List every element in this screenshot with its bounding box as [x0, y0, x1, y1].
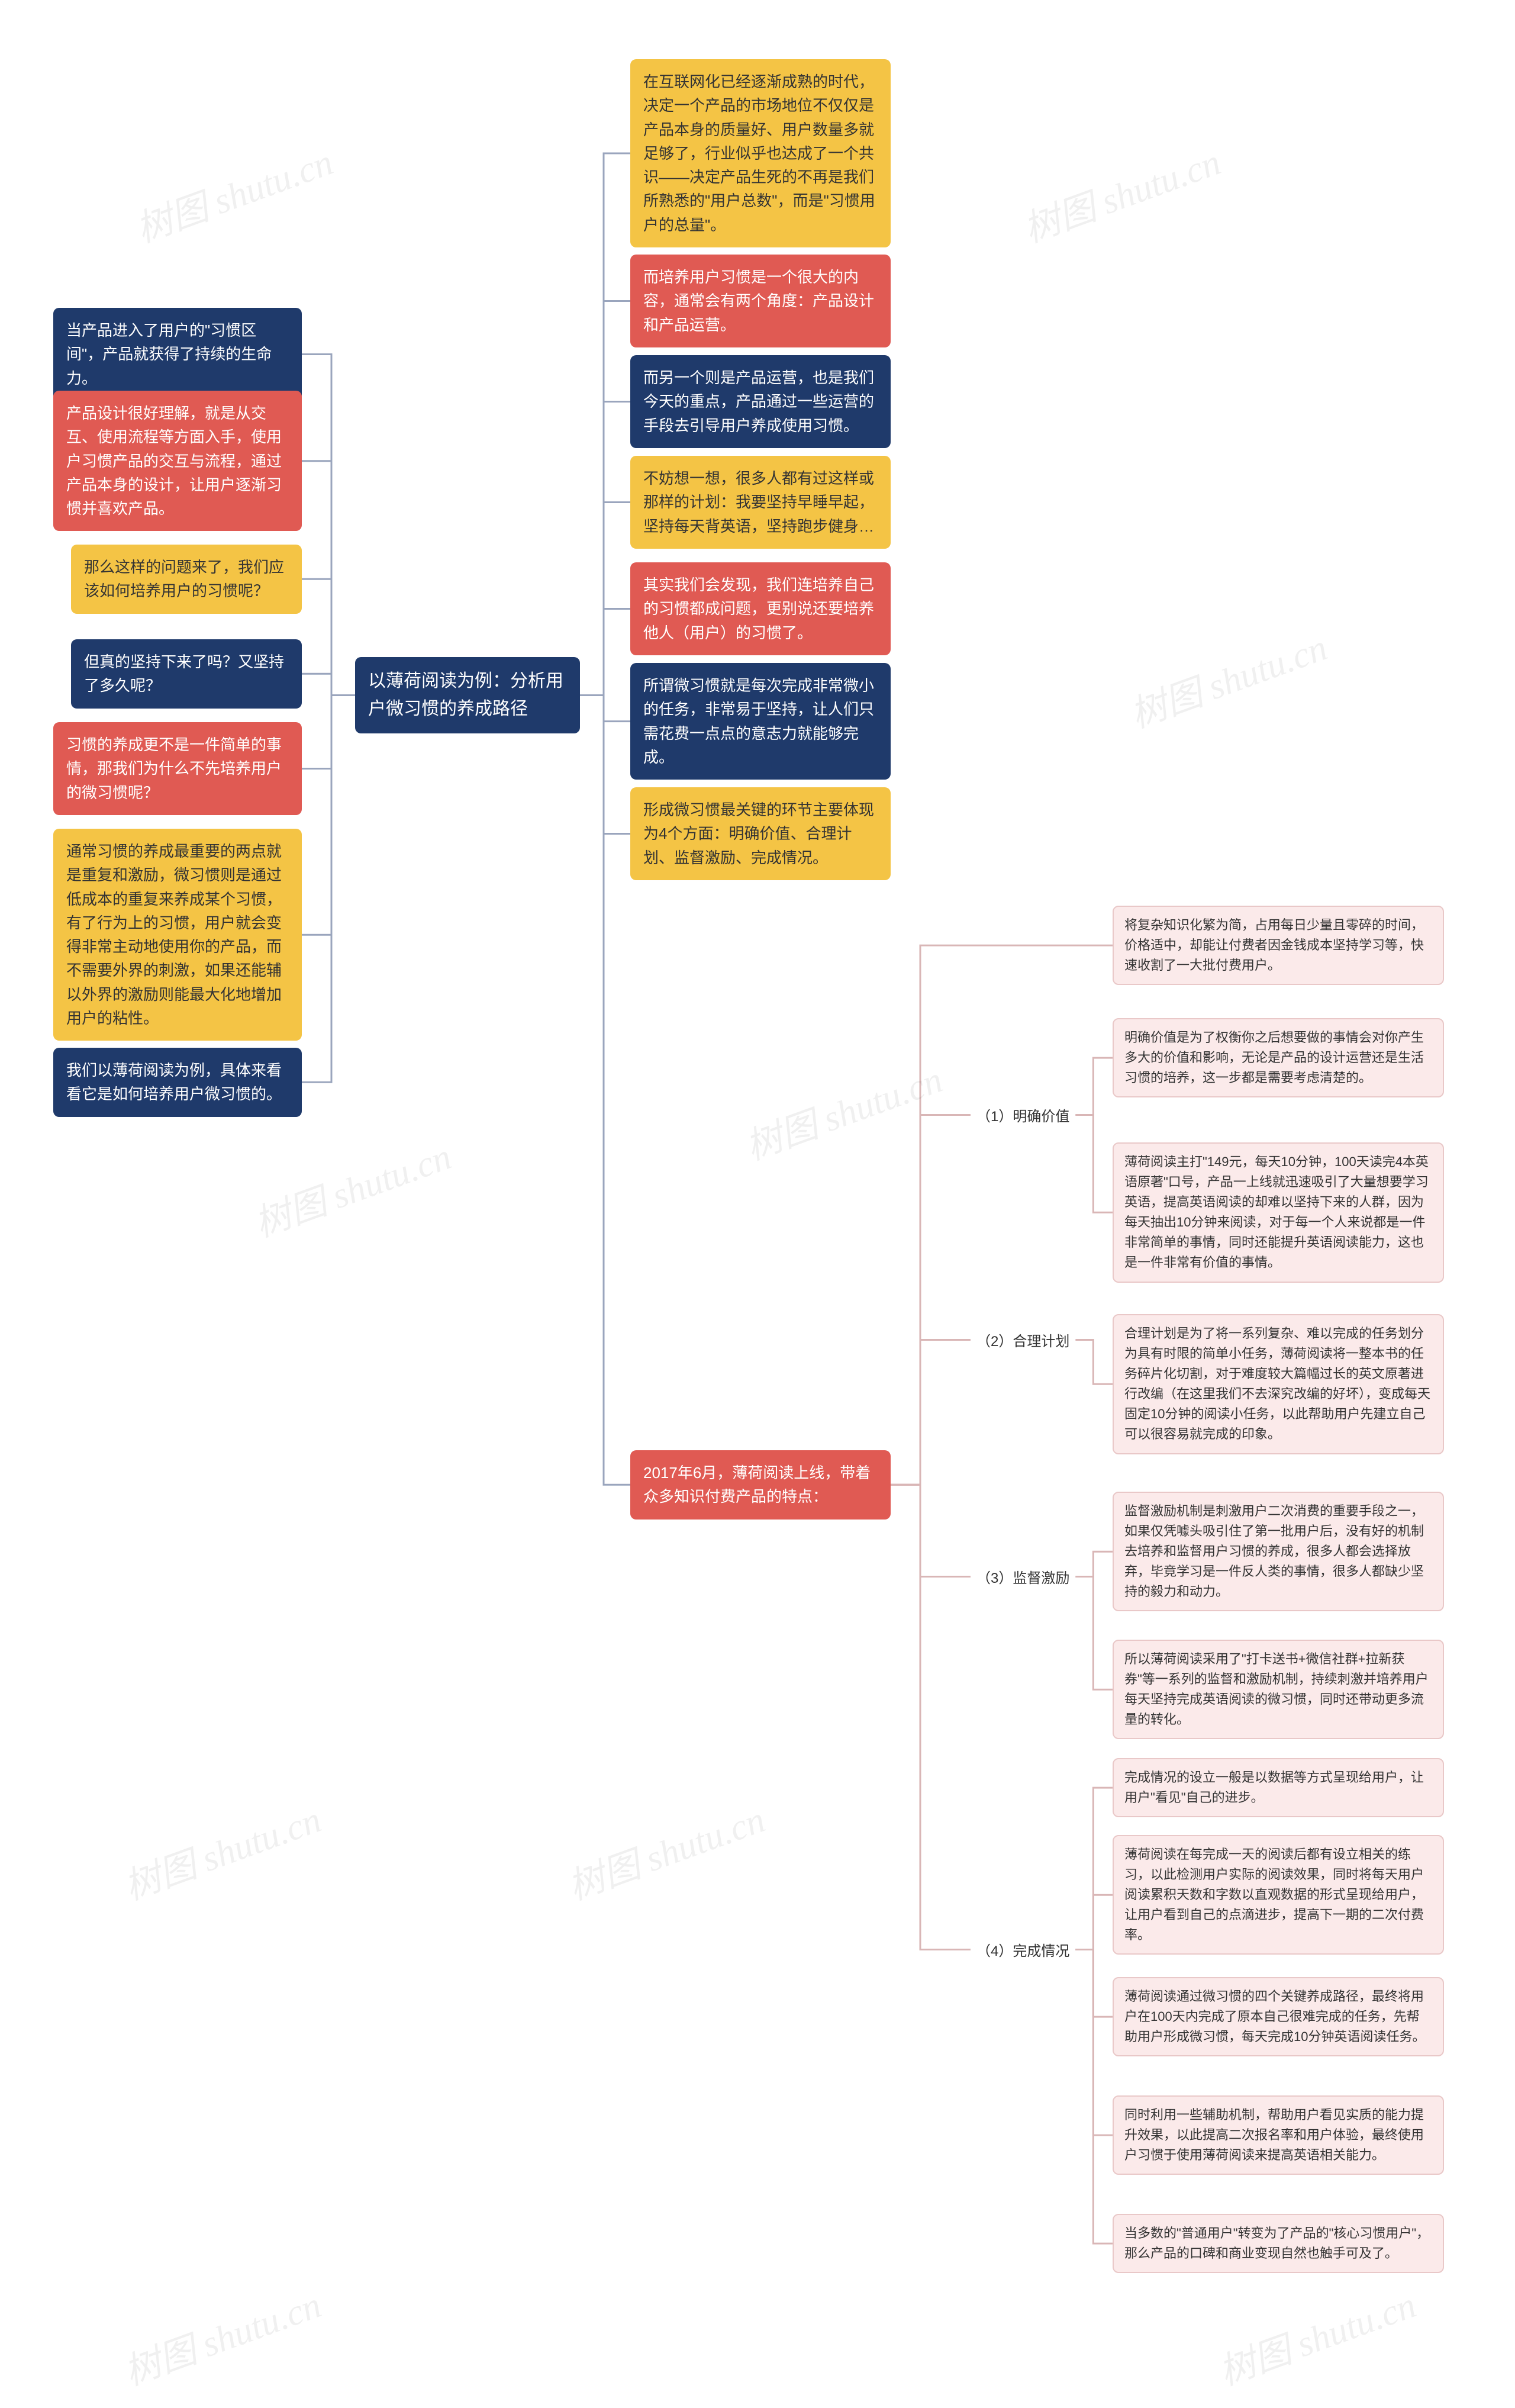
leaf-node-8[interactable]: 薄荷阅读通过微习惯的四个关键养成路径，最终将用户在100天内完成了原本自己很难完…	[1113, 1977, 1444, 2056]
leaf-node-7[interactable]: 薄荷阅读在每完成一天的阅读后都有设立相关的练习，以此检测用户实际的阅读效果，同时…	[1113, 1835, 1444, 1955]
sub-head-0[interactable]: （1）明确价值	[971, 1101, 1075, 1129]
right-node-2[interactable]: 而另一个则是产品运营，也是我们今天的重点，产品通过一些运营的手段去引导用户养成使…	[630, 355, 891, 448]
watermark: 树图 shutu.cn	[115, 2275, 327, 2396]
left-node-4[interactable]: 习惯的养成更不是一件简单的事情，那我们为什么不先培养用户的微习惯呢？	[53, 722, 302, 815]
sub-head-1[interactable]: （2）合理计划	[971, 1326, 1075, 1354]
right-node-1[interactable]: 而培养用户习惯是一个很大的内容，通常会有两个角度：产品设计和产品运营。	[630, 255, 891, 347]
leaf-node-9[interactable]: 同时利用一些辅助机制，帮助用户看见实质的能力提升效果，以此提高二次报名率和用户体…	[1113, 2095, 1444, 2175]
watermark: 树图 shutu.cn	[115, 1789, 327, 1910]
right-node-5[interactable]: 所谓微习惯就是每次完成非常微小的任务，非常易于坚持，让人们只需花费一点点的意志力…	[630, 663, 891, 780]
left-node-5[interactable]: 通常习惯的养成最重要的两点就是重复和激励，微习惯则是通过低成本的重复来养成某个习…	[53, 829, 302, 1041]
watermark: 树图 shutu.cn	[127, 132, 339, 253]
leaf-node-2[interactable]: 薄荷阅读主打"149元，每天10分钟，100天读完4本英语原著"口号，产品一上线…	[1113, 1142, 1444, 1283]
watermark: 树图 shutu.cn	[1121, 617, 1333, 738]
leaf-node-10[interactable]: 当多数的"普通用户"转变为了产品的"核心习惯用户"，那么产品的口碑和商业变现自然…	[1113, 2214, 1444, 2273]
leaf-node-0[interactable]: 将复杂知识化繁为简，占用每日少量且零碎的时间，价格适中，却能让付费者因金钱成本坚…	[1113, 906, 1444, 985]
left-node-6[interactable]: 我们以薄荷阅读为例，具体来看看它是如何培养用户微习惯的。	[53, 1048, 302, 1117]
leaf-node-1[interactable]: 明确价值是为了权衡你之后想要做的事情会对你产生多大的价值和影响，无论是产品的设计…	[1113, 1018, 1444, 1097]
watermark: 树图 shutu.cn	[1210, 2275, 1422, 2396]
right-node-6[interactable]: 形成微习惯最关键的环节主要体现为4个方面：明确价值、合理计划、监督激励、完成情况…	[630, 787, 891, 880]
watermark: 树图 shutu.cn	[559, 1789, 771, 1910]
center-node[interactable]: 以薄荷阅读为例：分析用户微习惯的养成路径	[355, 657, 580, 733]
watermark: 树图 shutu.cn	[1015, 132, 1227, 253]
right-node-0[interactable]: 在互联网化已经逐渐成熟的时代，决定一个产品的市场地位不仅仅是产品本身的质量好、用…	[630, 59, 891, 247]
leaf-node-5[interactable]: 所以薄荷阅读采用了"打卡送书+微信社群+拉新获券"等一系列的监督和激励机制，持续…	[1113, 1640, 1444, 1739]
left-node-2[interactable]: 那么这样的问题来了，我们应该如何培养用户的习惯呢？	[71, 545, 302, 614]
leaf-node-4[interactable]: 监督激励机制是刺激用户二次消费的重要手段之一，如果仅凭噱头吸引住了第一批用户后，…	[1113, 1492, 1444, 1611]
left-node-0[interactable]: 当产品进入了用户的"习惯区间"，产品就获得了持续的生命力。	[53, 308, 302, 401]
right-node-7[interactable]: 2017年6月，薄荷阅读上线，带着众多知识付费产品的特点：	[630, 1450, 891, 1520]
sub-head-3[interactable]: （4）完成情况	[971, 1936, 1075, 1963]
leaf-node-6[interactable]: 完成情况的设立一般是以数据等方式呈现给用户，让用户"看见"自己的进步。	[1113, 1758, 1444, 1817]
right-node-4[interactable]: 其实我们会发现，我们连培养自己的习惯都成问题，更别说还要培养他人（用户）的习惯了…	[630, 562, 891, 655]
watermark: 树图 shutu.cn	[246, 1126, 457, 1247]
right-node-3[interactable]: 不妨想一想，很多人都有过这样或那样的计划：我要坚持早睡早起，坚持每天背英语，坚持…	[630, 456, 891, 549]
left-node-3[interactable]: 但真的坚持下来了吗？又坚持了多久呢？	[71, 639, 302, 709]
leaf-node-3[interactable]: 合理计划是为了将一系列复杂、难以完成的任务划分为具有时限的简单小任务，薄荷阅读将…	[1113, 1314, 1444, 1454]
sub-head-2[interactable]: （3）监督激励	[971, 1563, 1075, 1591]
left-node-1[interactable]: 产品设计很好理解，就是从交互、使用流程等方面入手，使用户习惯产品的交互与流程，通…	[53, 391, 302, 531]
watermark: 树图 shutu.cn	[737, 1050, 949, 1170]
